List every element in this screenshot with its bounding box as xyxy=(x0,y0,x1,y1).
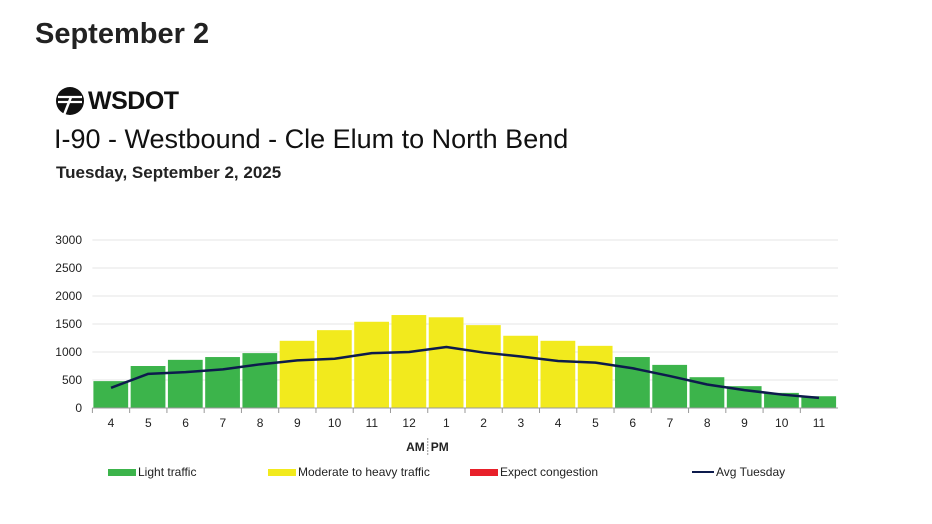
legend-label: Moderate to heavy traffic xyxy=(298,465,430,479)
x-tick-label: 9 xyxy=(294,416,301,430)
legend-swatch xyxy=(108,469,136,476)
legend-swatch xyxy=(268,469,296,476)
bar xyxy=(279,340,315,408)
x-tick-label: 8 xyxy=(704,416,711,430)
x-tick-label: 4 xyxy=(108,416,115,430)
logo-text: WSDOT xyxy=(88,86,179,115)
bar xyxy=(316,330,352,408)
legend-label: Light traffic xyxy=(138,465,196,479)
chart-subtitle: Tuesday, September 2, 2025 xyxy=(56,163,282,182)
x-tick-label: 10 xyxy=(328,416,342,430)
x-tick-label: 7 xyxy=(667,416,674,430)
legend-label: Avg Tuesday xyxy=(716,465,785,479)
y-tick-label: 2000 xyxy=(55,289,82,303)
bar xyxy=(577,345,613,408)
x-tick-label: 6 xyxy=(629,416,636,430)
bar xyxy=(540,340,576,408)
chart-title: I-90 - Westbound - Cle Elum to North Ben… xyxy=(54,124,569,154)
x-tick-label: 11 xyxy=(813,416,826,430)
wsdot-logo: WSDOT xyxy=(55,86,179,116)
x-tick-label: 5 xyxy=(145,416,152,430)
am-label: AM xyxy=(406,440,425,454)
bar xyxy=(652,364,688,408)
legend-swatch xyxy=(470,469,498,476)
x-tick-label: 7 xyxy=(219,416,226,430)
bar xyxy=(801,396,837,408)
bar xyxy=(764,392,799,408)
x-tick-label: 6 xyxy=(182,416,189,430)
legend-label: Expect congestion xyxy=(500,465,598,479)
y-tick-label: 500 xyxy=(62,373,82,387)
x-tick-label: 3 xyxy=(518,416,525,430)
bar xyxy=(205,357,240,408)
bar xyxy=(503,335,539,408)
bar xyxy=(428,317,464,408)
x-tick-label: 11 xyxy=(366,416,379,430)
pm-label: PM xyxy=(431,440,449,454)
x-tick-label: 8 xyxy=(257,416,264,430)
x-tick-label: 12 xyxy=(402,416,416,430)
x-tick-label: 1 xyxy=(443,416,450,430)
y-tick-label: 0 xyxy=(75,401,82,415)
bar xyxy=(167,359,203,408)
page-heading: September 2 xyxy=(35,18,210,50)
bar xyxy=(466,325,501,408)
bar xyxy=(391,315,427,408)
y-tick-label: 2500 xyxy=(55,261,82,275)
bar xyxy=(354,321,389,408)
bar xyxy=(93,381,129,408)
avg-tuesday-line xyxy=(110,345,820,400)
y-tick-label: 1000 xyxy=(55,345,82,359)
y-tick-label: 1500 xyxy=(55,317,82,331)
bar xyxy=(615,357,650,408)
bar xyxy=(242,353,278,408)
x-tick-label: 5 xyxy=(592,416,599,430)
x-tick-label: 9 xyxy=(741,416,748,430)
x-tick-label: 4 xyxy=(555,416,562,430)
y-tick-label: 3000 xyxy=(55,233,82,247)
wsdot-emblem-icon xyxy=(56,87,84,116)
x-tick-label: 2 xyxy=(480,416,487,430)
x-tick-label: 10 xyxy=(775,416,789,430)
